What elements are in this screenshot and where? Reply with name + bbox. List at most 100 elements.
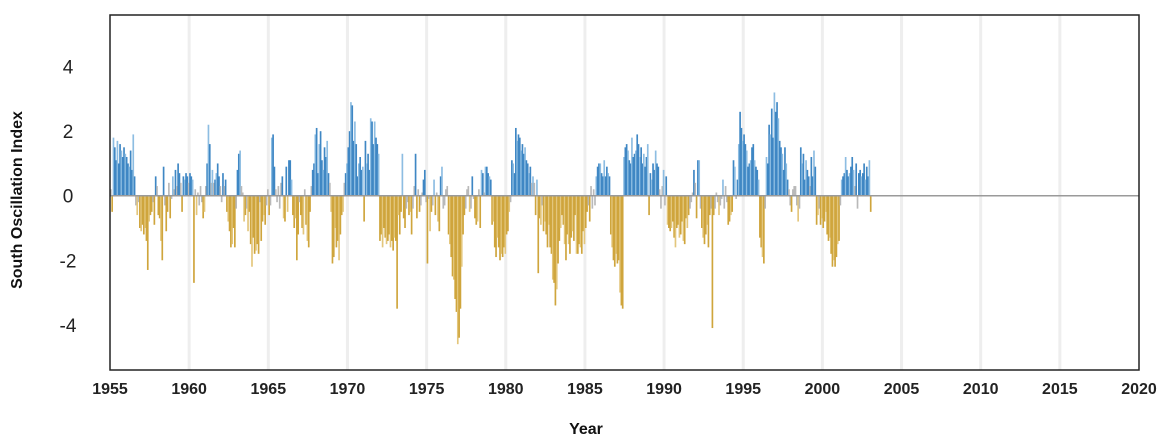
soi-bar <box>575 195 578 254</box>
soi-bar <box>173 189 175 196</box>
soi-bar <box>243 195 245 222</box>
soi-bar <box>404 195 406 228</box>
soi-bar <box>761 195 764 258</box>
soi-bar <box>541 195 544 206</box>
soi-bar <box>306 195 309 241</box>
soi-bar <box>420 195 422 206</box>
soi-bar <box>722 179 724 196</box>
soi-bar <box>749 160 752 196</box>
soi-bar <box>416 195 418 219</box>
soi-bar <box>459 195 462 309</box>
soi-bar <box>632 157 635 196</box>
soi-bar <box>227 195 230 222</box>
soi-bar <box>371 121 373 196</box>
soi-bar <box>331 195 334 264</box>
soi-bar <box>606 166 608 196</box>
soi-bar <box>375 137 377 196</box>
soi-bar <box>284 195 286 222</box>
soi-bar <box>745 150 748 196</box>
soi-bar <box>517 134 520 196</box>
soi-bar <box>253 195 256 254</box>
soi-bar <box>210 182 212 196</box>
soi-bar <box>172 176 174 196</box>
soi-bar <box>640 147 642 196</box>
soi-bar <box>646 144 649 196</box>
soi-bar <box>776 102 778 196</box>
soi-bar <box>294 195 297 219</box>
soi-bar <box>223 186 226 196</box>
soi-bar <box>427 195 430 199</box>
soi-bar <box>120 150 123 196</box>
soi-bar <box>323 147 326 196</box>
soi-bar <box>805 160 807 196</box>
soi-bar <box>128 166 131 196</box>
soi-bar <box>766 163 769 196</box>
soi-bar <box>330 195 332 212</box>
soi-bar <box>228 195 231 232</box>
soi-bar <box>793 186 796 196</box>
soi-bar <box>369 118 372 196</box>
soi-bar <box>628 160 631 196</box>
soi-bar <box>397 195 400 216</box>
soi-bar <box>169 195 172 219</box>
x-tick-1970: 1970 <box>330 381 366 398</box>
y-tick--2: -2 <box>60 251 77 272</box>
soi-bar <box>748 163 751 196</box>
soi-bar <box>522 153 525 196</box>
soi-bar <box>546 195 549 248</box>
soi-bar <box>156 186 158 196</box>
soi-bar <box>826 195 829 235</box>
soi-bar <box>389 195 392 248</box>
x-tick-2015: 2015 <box>1042 381 1078 398</box>
soi-bar <box>592 189 595 196</box>
soi-bar <box>234 195 236 248</box>
soi-bar <box>479 195 482 228</box>
soi-bar <box>152 195 154 203</box>
soi-bar <box>848 173 851 196</box>
soi-bar <box>328 182 331 196</box>
soi-bar <box>290 179 293 196</box>
soi-bar <box>199 186 202 196</box>
soi-bar <box>412 195 414 209</box>
soi-bar <box>447 195 450 235</box>
soi-bar <box>720 195 723 199</box>
soi-bar <box>570 195 573 238</box>
soi-bar <box>380 195 383 235</box>
soi-bar <box>665 176 668 196</box>
soi-bar <box>579 195 582 248</box>
soi-bar <box>699 195 702 209</box>
soi-bar <box>670 195 673 228</box>
soi-bar <box>335 195 338 248</box>
soi-bar <box>216 163 219 196</box>
soi-bar <box>577 195 579 254</box>
soi-bar <box>361 166 364 196</box>
soi-bar <box>513 173 516 196</box>
soi-bar <box>230 195 232 248</box>
soi-bar <box>113 147 116 196</box>
soi-bar <box>753 160 756 196</box>
soi-bar <box>259 195 261 203</box>
soi-bar <box>364 140 367 196</box>
soi-bar <box>817 195 819 216</box>
soi-bar <box>277 186 280 196</box>
soi-bar <box>642 153 645 196</box>
soi-bar <box>274 189 277 196</box>
soi-bar <box>821 195 823 219</box>
soi-bar <box>485 166 488 196</box>
soi-bar <box>656 163 658 196</box>
soi-bar <box>372 144 375 196</box>
soi-bar <box>191 179 194 196</box>
soi-bar <box>703 195 706 245</box>
soi-bar <box>675 195 678 228</box>
soi-bar <box>706 195 708 225</box>
soi-bar <box>650 179 653 196</box>
soi-bar <box>285 166 288 196</box>
soi-bar <box>847 176 850 196</box>
soi-bar <box>673 195 675 238</box>
soi-bar <box>181 195 183 212</box>
soi-bar <box>400 195 402 212</box>
soi-bar <box>778 140 781 196</box>
soi-bar <box>299 195 302 216</box>
soi-bar <box>799 147 802 196</box>
soi-bar <box>131 169 133 196</box>
